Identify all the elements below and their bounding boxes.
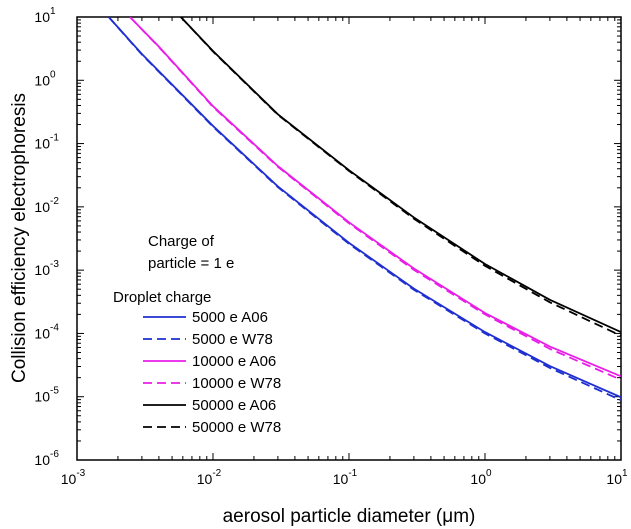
x-tick-label: 100 bbox=[470, 468, 492, 487]
y-tick-label-exponent: -4 bbox=[50, 322, 59, 333]
y-tick-label-exponent: -5 bbox=[50, 386, 59, 397]
y-tick-label-exponent: 0 bbox=[50, 69, 56, 80]
series-line bbox=[129, 17, 621, 381]
series-line bbox=[180, 17, 621, 337]
x-tick-label: 10-2 bbox=[197, 468, 222, 487]
y-tick-label-exponent: -2 bbox=[50, 196, 59, 207]
series-lines bbox=[108, 17, 621, 402]
legend: 5000 e A06 5000 e W78 10000 e A06 10000 e W… bbox=[143, 309, 281, 436]
series-line bbox=[180, 17, 621, 333]
y-tick-label-exponent: 1 bbox=[50, 6, 56, 17]
y-tick-label: 10 bbox=[34, 452, 50, 468]
x-axis-title-unit: μm bbox=[442, 506, 469, 527]
y-tick-label: 10 bbox=[34, 262, 50, 278]
y-tick-label: 10 bbox=[34, 136, 50, 152]
y-tick-label-exponent: -6 bbox=[50, 449, 59, 460]
y-tick-label-exponent: -3 bbox=[50, 259, 59, 270]
legend-label: 50000 e W78 bbox=[192, 419, 281, 436]
y-tick-label: 10 bbox=[34, 325, 50, 341]
x-tick-labels: 10-3 10-2 10-1 100 101 bbox=[61, 468, 628, 487]
legend-label: 10000 e W78 bbox=[192, 375, 281, 392]
legend-label: 5000 e A06 bbox=[192, 309, 268, 326]
x-axis-title-prefix: aerosol particle diameter ( bbox=[223, 506, 443, 527]
y-tick-label: 10 bbox=[34, 199, 50, 215]
axis-ticks bbox=[76, 16, 622, 461]
y-tick-label: 10 bbox=[34, 72, 50, 88]
x-axis-title-suffix: ) bbox=[469, 506, 475, 527]
legend-label: 10000 e A06 bbox=[192, 353, 276, 370]
x-tick-label: 101 bbox=[606, 468, 628, 487]
y-tick-label-exponent: -1 bbox=[50, 133, 59, 144]
series-line bbox=[108, 17, 621, 399]
annotation-line-1: Charge of bbox=[148, 233, 215, 250]
x-axis-title: aerosol particle diameter (μm) bbox=[223, 506, 476, 527]
legend-label: 5000 e W78 bbox=[192, 331, 273, 348]
x-tick-label: 10-3 bbox=[61, 468, 86, 487]
legend-label: 50000 e A06 bbox=[192, 397, 276, 414]
y-tick-label: 10 bbox=[34, 9, 50, 25]
y-axis-title: Collision efficiency electrophoresis bbox=[9, 93, 30, 383]
legend-title: Droplet charge bbox=[113, 289, 211, 306]
y-tick-label: 10 bbox=[34, 389, 50, 405]
annotation-line-2: particle = 1 e bbox=[148, 255, 234, 272]
x-tick-label: 10-1 bbox=[333, 468, 358, 487]
